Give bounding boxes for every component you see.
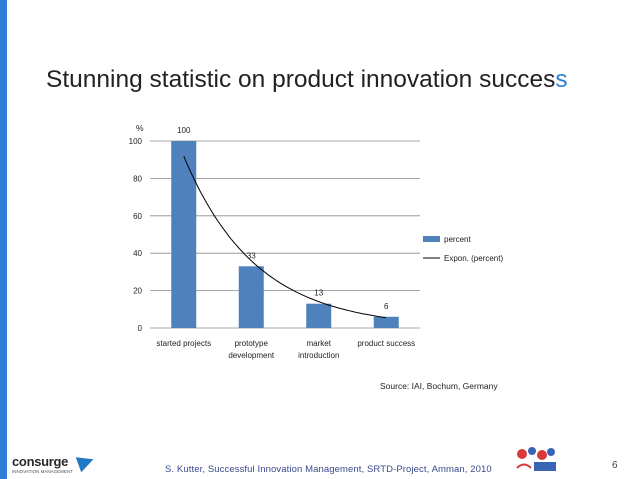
y-axis-label: %: [136, 123, 144, 133]
y-tick-label: 60: [133, 212, 142, 221]
y-tick-label: 20: [133, 287, 142, 296]
legend-swatch-bar: [423, 236, 440, 242]
logo-arrow-icon: [75, 451, 97, 473]
chart-labels: 0 20 40 60 80 100% 100 started projects 33 protot…: [129, 123, 416, 360]
bar: [373, 316, 399, 328]
data-label: 13: [314, 289, 323, 298]
data-label: 100: [177, 126, 191, 135]
consurge-logo: consurge INNOVATION MANAGEMENT: [10, 451, 97, 476]
x-tick-label: introduction: [298, 351, 339, 360]
legend-label: Expon. (percent): [444, 254, 503, 263]
data-label: 6: [384, 302, 389, 311]
source-note: Source: IAI, Bochum, Germany: [380, 381, 498, 391]
partner-logo: [514, 444, 558, 474]
y-tick-label: 100: [129, 137, 143, 146]
footer-text: S. Kutter, Successful Innovation Managem…: [165, 464, 492, 475]
logo-brand-text: consurge: [12, 454, 69, 469]
x-tick-label: development: [228, 351, 275, 360]
chart-trendline: [183, 156, 387, 319]
bar: [171, 141, 197, 328]
accent-bar: [0, 0, 7, 479]
x-tick-label: started projects: [156, 339, 211, 348]
trendline: [183, 156, 387, 319]
x-tick-label: product success: [357, 339, 415, 348]
slide-title-last-letter: s: [555, 66, 568, 93]
slide-title: Stunning statistic on product innovation…: [46, 66, 568, 94]
logo-tagline: INNOVATION MANAGEMENT: [12, 469, 73, 474]
bar: [238, 266, 264, 328]
legend-label: percent: [444, 235, 471, 244]
x-tick-label: prototype: [235, 339, 269, 348]
page-number: 6: [612, 460, 618, 471]
bar: [306, 303, 332, 328]
slide-title-main: Stunning statistic on product innovation…: [46, 66, 556, 93]
chart-legend: percent Expon. (percent): [423, 235, 503, 263]
data-label: 33: [247, 251, 256, 260]
x-tick-label: market: [307, 339, 332, 348]
y-tick-label: 80: [133, 174, 142, 183]
y-tick-label: 40: [133, 249, 142, 258]
y-tick-label: 0: [138, 324, 143, 333]
chart-bars: [171, 141, 399, 328]
